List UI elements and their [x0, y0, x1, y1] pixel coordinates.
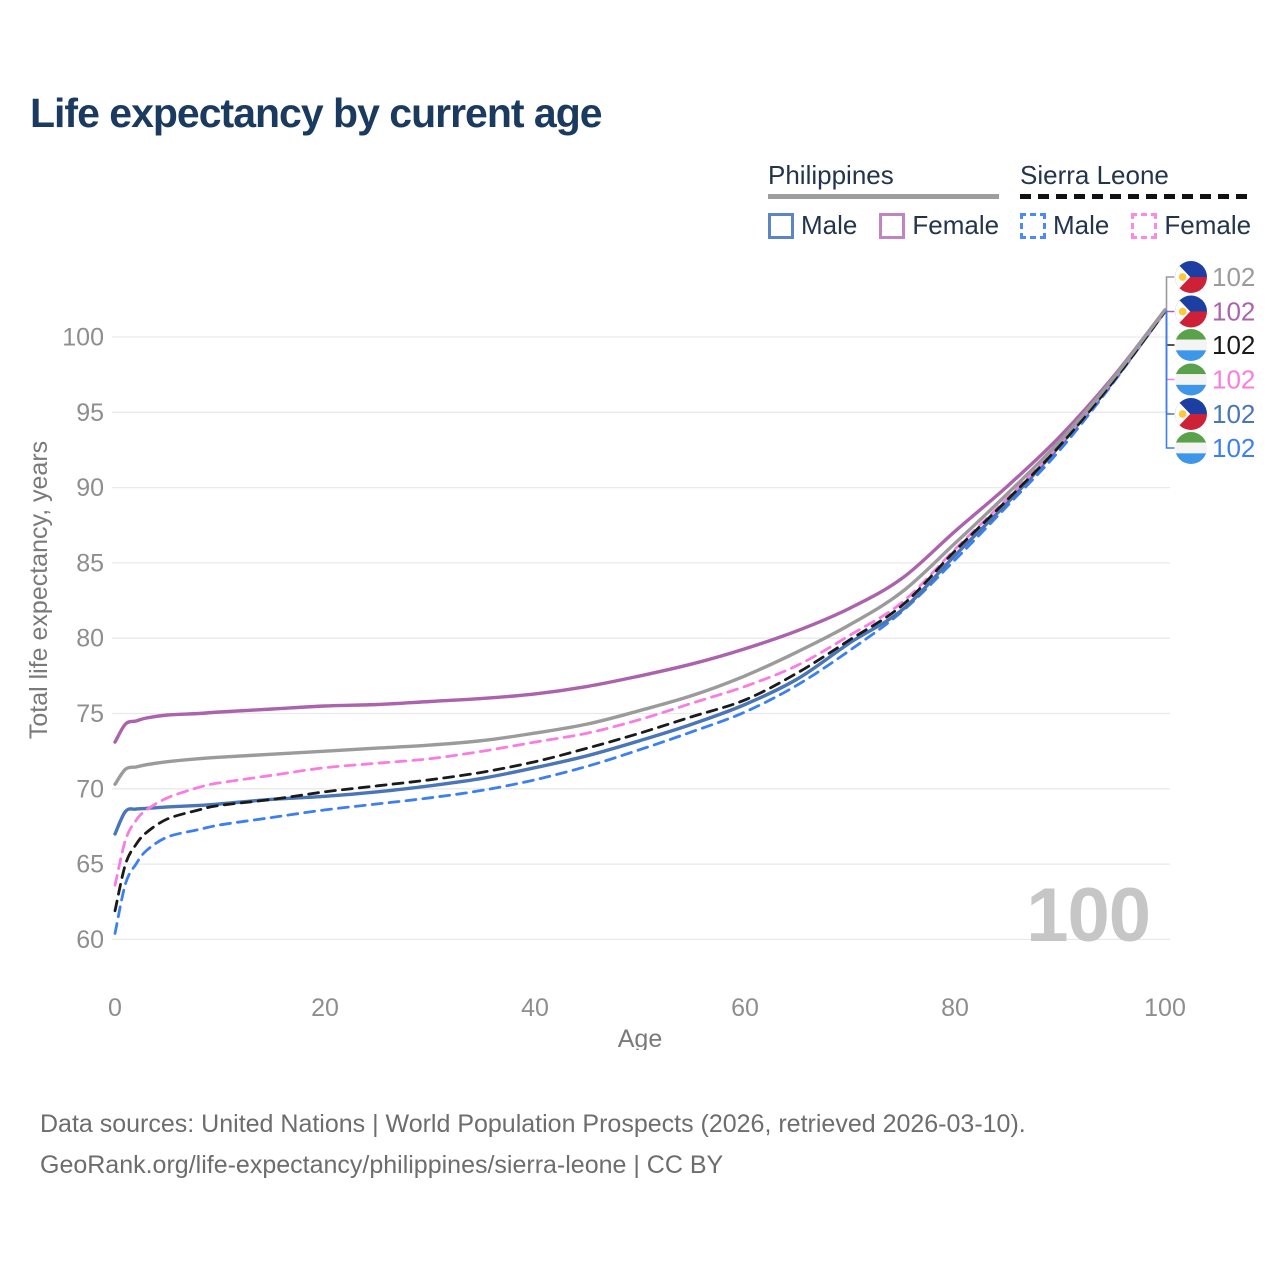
end-label-value: 102	[1212, 297, 1255, 327]
end-label-connector	[1165, 310, 1175, 313]
series-line-sierra-leone-female	[113, 310, 1167, 887]
y-tick-label: 90	[76, 474, 104, 502]
legend-item-philippines-female[interactable]: Female	[879, 210, 999, 241]
y-tick-label: 75	[76, 700, 104, 728]
x-tick-label: 40	[521, 994, 549, 1022]
legend-item-sierra-leone-female[interactable]: Female	[1131, 210, 1251, 241]
x-tick-label: 0	[108, 994, 122, 1022]
y-tick-label: 70	[76, 775, 104, 803]
series-line-philippines-female	[113, 308, 1167, 744]
end-label-connector	[1165, 310, 1175, 346]
philippines-flag-icon	[1175, 295, 1207, 328]
sierra-leone-flag-icon	[1175, 432, 1207, 464]
end-label-connector	[1165, 310, 1175, 415]
y-tick-label: 60	[76, 926, 104, 954]
series-line-sierra-leone-total	[113, 310, 1167, 913]
chart-legend: Philippines Male Female Sierra Leone	[0, 160, 1280, 250]
age-counter-watermark: 100	[1026, 873, 1151, 958]
philippines-line-style-swatch	[768, 194, 1000, 199]
data-sources-line: Data sources: United Nations | World Pop…	[40, 1110, 1026, 1138]
sierra-leone-line-style-swatch	[1020, 194, 1252, 199]
legend-item-label: Male	[801, 210, 858, 240]
series-line-philippines-total	[113, 308, 1167, 786]
x-axis-label: Age	[618, 1025, 662, 1050]
y-tick-label: 80	[76, 625, 104, 653]
legend-item-philippines-male[interactable]: Male	[768, 210, 857, 241]
series-line-sierra-leone-male	[113, 310, 1167, 935]
x-tick-label: 60	[731, 994, 759, 1022]
philippines-flag-icon	[1175, 261, 1207, 293]
y-tick-label: 100	[62, 324, 104, 352]
legend-item-sierra-leone-male[interactable]: Male	[1020, 210, 1109, 241]
life-expectancy-chart: 60 65 70 75 80 85 90 95 100 0 20 40 60 80 100 Age Total …	[0, 250, 1280, 1050]
end-label-value: 102	[1212, 330, 1255, 360]
y-tick-label: 65	[76, 851, 104, 879]
sierra-leone-female-swatch-icon	[1131, 212, 1158, 239]
legend-country-sierra-leone[interactable]: Sierra Leone	[1020, 160, 1169, 190]
chart-footer: Data sources: United Nations | World Pop…	[40, 1104, 1026, 1186]
attribution-line: GeoRank.org/life-expectancy/philippines/…	[40, 1151, 724, 1179]
page-title: Life expectancy by current age	[30, 90, 603, 136]
legend-item-label: Male	[1053, 210, 1110, 240]
end-label-value: 102	[1212, 262, 1255, 292]
sierra-leone-male-swatch-icon	[1020, 212, 1046, 239]
end-label-value: 102	[1212, 365, 1255, 395]
legend-item-label: Female	[1164, 210, 1252, 240]
y-tick-label: 95	[76, 399, 104, 427]
x-tick-label: 20	[311, 994, 339, 1022]
legend-group-philippines: Philippines Male Female	[768, 160, 1000, 241]
x-tick-label: 80	[941, 994, 969, 1022]
series-line-philippines-male	[113, 309, 1167, 836]
end-label-connector	[1165, 276, 1175, 311]
end-label-value: 102	[1212, 433, 1255, 463]
philippines-female-swatch-icon	[879, 212, 906, 239]
sierra-leone-flag-icon	[1175, 363, 1207, 396]
legend-country-philippines[interactable]: Philippines	[768, 160, 894, 190]
legend-group-sierra-leone: Sierra Leone Male Female	[1020, 160, 1252, 241]
end-label-value: 102	[1212, 399, 1255, 429]
philippines-male-swatch-icon	[768, 212, 794, 239]
sierra-leone-flag-icon	[1175, 329, 1207, 361]
philippines-flag-icon	[1175, 398, 1207, 430]
y-axis-label: Total life expectancy, years	[25, 441, 53, 739]
legend-item-label: Female	[912, 210, 1000, 240]
y-tick-label: 85	[76, 549, 104, 577]
end-label-connector	[1165, 310, 1175, 449]
x-tick-label: 100	[1144, 994, 1186, 1022]
